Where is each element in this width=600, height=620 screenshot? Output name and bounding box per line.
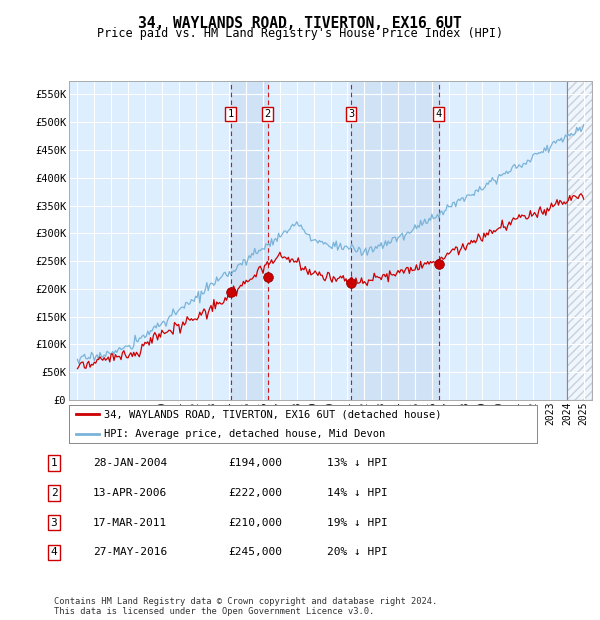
Text: 4: 4 bbox=[436, 109, 442, 119]
Text: 28-JAN-2004: 28-JAN-2004 bbox=[93, 458, 167, 468]
Text: HPI: Average price, detached house, Mid Devon: HPI: Average price, detached house, Mid … bbox=[104, 428, 385, 439]
Text: £194,000: £194,000 bbox=[228, 458, 282, 468]
Text: 14% ↓ HPI: 14% ↓ HPI bbox=[327, 488, 388, 498]
Text: £222,000: £222,000 bbox=[228, 488, 282, 498]
Text: 3: 3 bbox=[348, 109, 354, 119]
Text: Price paid vs. HM Land Registry's House Price Index (HPI): Price paid vs. HM Land Registry's House … bbox=[97, 27, 503, 40]
Text: 13% ↓ HPI: 13% ↓ HPI bbox=[327, 458, 388, 468]
Bar bbox=[567, 81, 592, 400]
Text: 3: 3 bbox=[50, 518, 58, 528]
Text: 2: 2 bbox=[50, 488, 58, 498]
Text: 17-MAR-2011: 17-MAR-2011 bbox=[93, 518, 167, 528]
Text: 4: 4 bbox=[50, 547, 58, 557]
Text: £210,000: £210,000 bbox=[228, 518, 282, 528]
Text: This data is licensed under the Open Government Licence v3.0.: This data is licensed under the Open Gov… bbox=[54, 607, 374, 616]
Text: 34, WAYLANDS ROAD, TIVERTON, EX16 6UT (detached house): 34, WAYLANDS ROAD, TIVERTON, EX16 6UT (d… bbox=[104, 409, 442, 420]
Text: 1: 1 bbox=[227, 109, 233, 119]
Text: 2: 2 bbox=[265, 109, 271, 119]
Text: 27-MAY-2016: 27-MAY-2016 bbox=[93, 547, 167, 557]
Text: 19% ↓ HPI: 19% ↓ HPI bbox=[327, 518, 388, 528]
Text: 20% ↓ HPI: 20% ↓ HPI bbox=[327, 547, 388, 557]
Text: 34, WAYLANDS ROAD, TIVERTON, EX16 6UT: 34, WAYLANDS ROAD, TIVERTON, EX16 6UT bbox=[138, 16, 462, 30]
Text: Contains HM Land Registry data © Crown copyright and database right 2024.: Contains HM Land Registry data © Crown c… bbox=[54, 597, 437, 606]
Text: 13-APR-2006: 13-APR-2006 bbox=[93, 488, 167, 498]
Text: £245,000: £245,000 bbox=[228, 547, 282, 557]
Bar bbox=[351, 81, 439, 400]
Bar bbox=[230, 81, 268, 400]
Text: 1: 1 bbox=[50, 458, 58, 468]
